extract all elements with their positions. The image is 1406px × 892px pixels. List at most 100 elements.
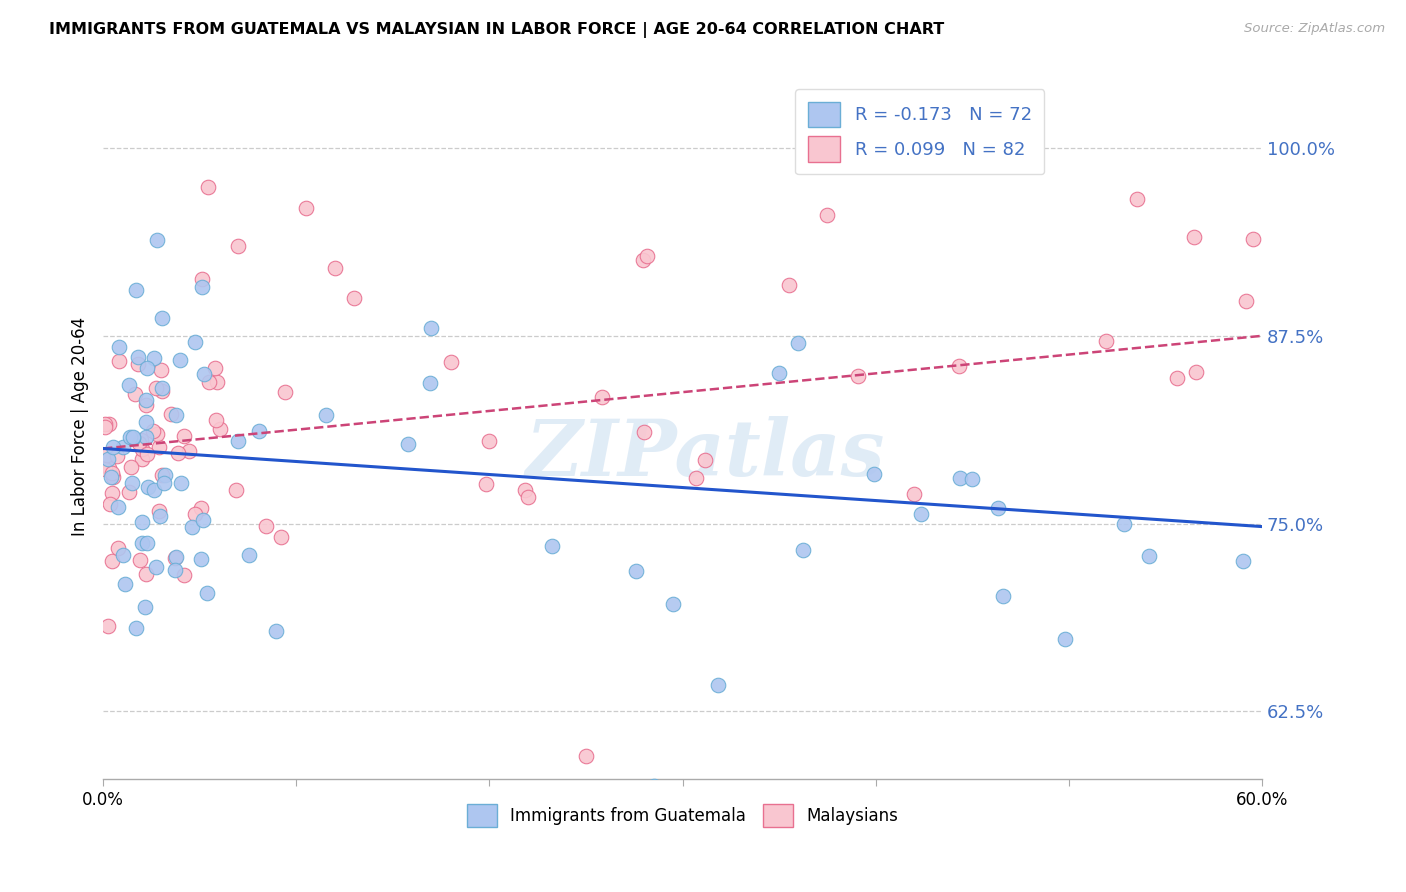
Point <box>1112 517 1135 532</box>
Point <box>191 271 214 285</box>
Point <box>1241 232 1264 246</box>
Point <box>100 470 122 484</box>
Point <box>264 624 287 639</box>
Point <box>948 359 970 374</box>
Point <box>1184 365 1206 379</box>
Point <box>101 467 124 481</box>
Point <box>624 564 647 578</box>
Point <box>478 434 501 449</box>
Point <box>118 429 141 443</box>
Point <box>792 543 814 558</box>
Point <box>475 477 498 491</box>
Point <box>153 467 176 482</box>
Point <box>643 780 665 794</box>
Point <box>181 520 204 534</box>
Point <box>107 353 129 368</box>
Point <box>94 461 117 475</box>
Point <box>1137 549 1160 564</box>
Point <box>131 452 153 467</box>
Point <box>315 408 337 422</box>
Point <box>165 549 187 564</box>
Point <box>100 497 122 511</box>
Point <box>238 548 260 562</box>
Point <box>1234 294 1257 309</box>
Point <box>135 393 157 408</box>
Point <box>517 490 540 504</box>
Point <box>124 387 146 401</box>
Point <box>150 310 173 325</box>
Point <box>131 515 153 529</box>
Point <box>150 381 173 395</box>
Point <box>127 357 149 371</box>
Point <box>1095 334 1118 348</box>
Point <box>153 475 176 490</box>
Point <box>169 352 191 367</box>
Point <box>197 180 219 194</box>
Point <box>122 431 145 445</box>
Point <box>254 519 277 533</box>
Point <box>136 361 159 376</box>
Point <box>815 208 838 222</box>
Point <box>636 249 658 263</box>
Point <box>205 375 228 389</box>
Point <box>128 436 150 450</box>
Point <box>846 369 869 384</box>
Point <box>1125 192 1147 206</box>
Point <box>685 471 707 485</box>
Point <box>120 459 142 474</box>
Point <box>863 467 886 481</box>
Point <box>103 469 125 483</box>
Point <box>163 550 186 565</box>
Point <box>165 409 187 423</box>
Point <box>1232 554 1254 568</box>
Point <box>343 291 366 305</box>
Point <box>146 233 169 247</box>
Point <box>142 424 165 438</box>
Point <box>135 430 157 444</box>
Point <box>145 381 167 395</box>
Point <box>149 508 172 523</box>
Point <box>190 501 212 516</box>
Point <box>228 434 250 448</box>
Point <box>225 483 247 497</box>
Point <box>195 586 218 600</box>
Point <box>420 321 443 335</box>
Point <box>960 471 983 485</box>
Point <box>184 334 207 349</box>
Point <box>173 568 195 582</box>
Point <box>127 351 149 365</box>
Point <box>787 336 810 351</box>
Point <box>903 486 925 500</box>
Point <box>150 384 173 398</box>
Point <box>1184 230 1206 244</box>
Point <box>107 339 129 353</box>
Point <box>134 599 156 614</box>
Point <box>987 501 1010 516</box>
Point <box>135 399 157 413</box>
Point <box>107 541 129 556</box>
Point <box>949 471 972 485</box>
Point <box>208 422 231 436</box>
Point <box>146 427 169 442</box>
Point <box>163 563 186 577</box>
Point <box>204 361 226 376</box>
Point <box>323 261 346 276</box>
Point <box>191 513 214 527</box>
Point <box>150 467 173 482</box>
Point <box>170 476 193 491</box>
Point <box>228 238 250 252</box>
Point <box>148 504 170 518</box>
Point <box>129 433 152 447</box>
Point <box>247 424 270 438</box>
Point <box>270 530 292 544</box>
Point <box>136 447 159 461</box>
Point <box>768 367 790 381</box>
Point <box>94 417 117 431</box>
Point <box>136 480 159 494</box>
Point <box>129 552 152 566</box>
Point <box>396 437 419 451</box>
Point <box>274 385 297 400</box>
Point <box>440 355 463 369</box>
Point <box>143 483 166 497</box>
Point <box>184 507 207 521</box>
